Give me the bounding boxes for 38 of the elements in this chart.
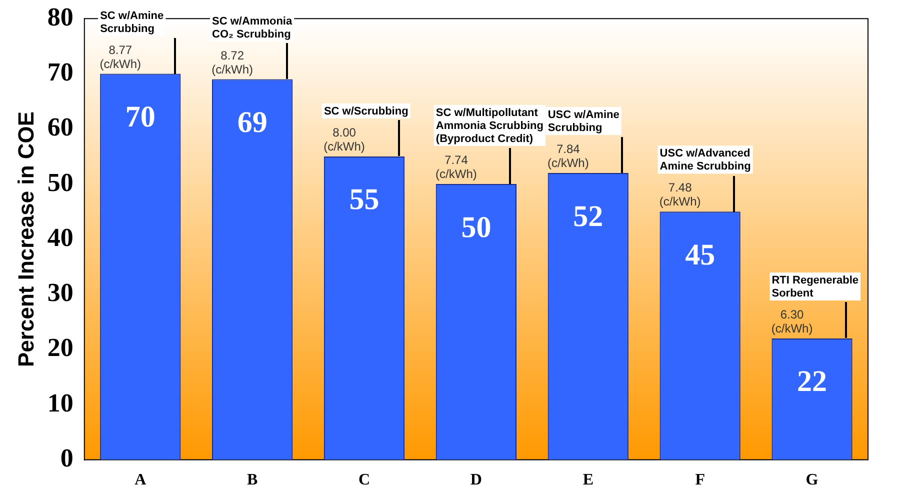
data-label: 70 (125, 100, 156, 134)
x-tick-label: G (806, 472, 819, 489)
annotation: SC w/Multipollutant Ammonia Scrubbing (Byproduct Credit) (436, 107, 544, 146)
annotation: 7.84 (c/kWh) (547, 142, 589, 170)
annotation: USC w/Amine Scrubbing (548, 109, 620, 134)
y-axis-title: Percent Increase in COE (13, 111, 38, 367)
data-label: 45 (685, 238, 716, 272)
data-label: 69 (237, 106, 268, 140)
annotation: 8.00 (c/kWh) (324, 125, 365, 154)
x-tick-label: E (582, 472, 594, 489)
x-tick-label: A (134, 472, 147, 489)
annotation: 7.48 (c/kWh) (659, 180, 701, 209)
data-label: 55 (349, 183, 380, 216)
annotation: USC w/Advanced Amine Scrubbing (660, 148, 751, 173)
annotation: SC w/Amine Scrubbing (100, 10, 164, 35)
annotation: SC w/Scrubbing (324, 105, 408, 118)
y-tick-label: 70 (47, 57, 74, 86)
annotation: 8.72 (c/kWh) (212, 48, 253, 76)
annotation: SC w/Ammonia CO₂ Scrubbing (212, 15, 293, 40)
x-tick-label: D (470, 472, 482, 489)
y-tick-label: 0 (60, 444, 74, 473)
data-label: 22 (797, 365, 828, 398)
annotation: 7.74 (c/kWh) (436, 153, 477, 182)
data-label: 52 (573, 200, 604, 233)
y-tick-label: 60 (47, 112, 74, 142)
x-tick-label: B (246, 472, 258, 489)
y-tick-label: 80 (47, 2, 74, 32)
annotation: 8.77 (c/kWh) (100, 42, 142, 71)
annotation: RTI Regenerable Sorbent (772, 274, 859, 300)
y-tick-label: 40 (47, 222, 74, 252)
y-tick-label: 10 (47, 388, 74, 418)
data-label: 50 (461, 210, 492, 244)
y-tick-label: 20 (47, 333, 74, 362)
x-tick-label: F (695, 472, 706, 489)
y-tick-label: 30 (47, 278, 74, 308)
x-tick-label: C (358, 472, 370, 489)
annotation: 6.30 (c/kWh) (771, 307, 813, 336)
y-tick-label: 50 (47, 168, 74, 197)
